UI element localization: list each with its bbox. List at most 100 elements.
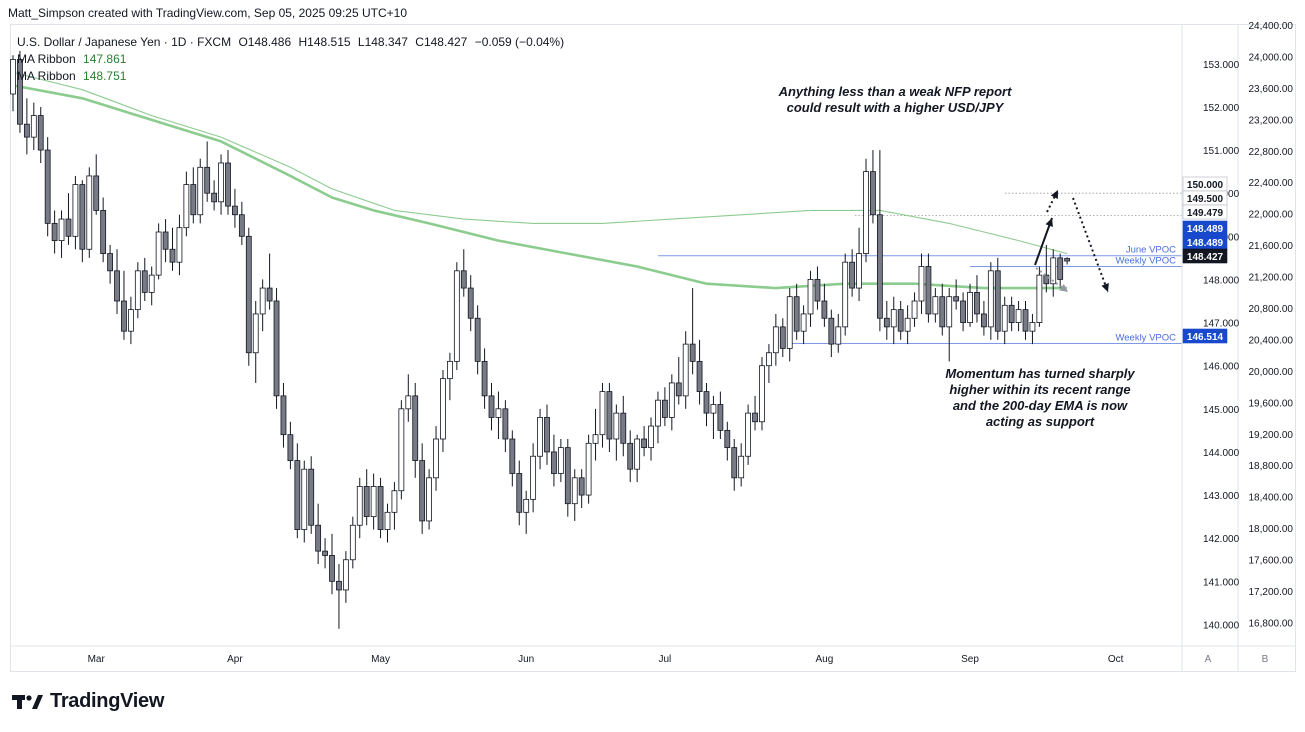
candle-body — [79, 184, 86, 250]
candle-body — [134, 270, 141, 311]
candle-body — [1064, 258, 1071, 262]
candle — [911, 292, 918, 327]
candle-body — [564, 447, 571, 505]
candle — [904, 305, 911, 345]
candle — [107, 244, 113, 284]
candle — [474, 305, 481, 375]
candle-body — [904, 317, 911, 332]
price-tag-level-text: 150.000 — [1187, 180, 1224, 191]
candle-body — [121, 300, 127, 332]
candle-body — [1050, 257, 1057, 285]
symbol-name[interactable]: U.S. Dollar / Japanese Yen · 1D · FXCM — [17, 35, 232, 49]
candle-body — [176, 227, 183, 263]
candle-body — [1015, 309, 1022, 323]
candle — [1050, 249, 1057, 297]
candle-body — [925, 266, 932, 315]
candle — [599, 382, 606, 448]
candle-body — [516, 473, 523, 513]
candle — [1022, 301, 1029, 340]
candle-body — [544, 417, 550, 453]
candle-body — [419, 460, 426, 522]
candle-body — [336, 580, 342, 591]
candle — [530, 443, 537, 513]
candle — [883, 301, 890, 340]
candle-body — [856, 253, 862, 289]
candle — [509, 430, 516, 487]
candle-body — [287, 434, 294, 461]
candle-body — [661, 399, 668, 418]
secondary-tick-label: 20,800.00 — [1249, 304, 1294, 315]
candle — [183, 171, 190, 237]
candle-body — [114, 270, 120, 302]
price-tick-label: 148.000 — [1203, 275, 1240, 286]
candle-body — [606, 391, 613, 440]
candle — [890, 296, 897, 345]
ohlc-low: L148.347 — [357, 35, 408, 49]
candle — [148, 266, 155, 306]
candle — [460, 249, 467, 297]
scale-b-button[interactable]: B — [1261, 654, 1269, 665]
legend-ma1-row[interactable]: MA Ribbon 147.861 — [17, 52, 130, 66]
vpoc-label: Weekly VPOC — [1115, 333, 1176, 344]
candle-body — [190, 184, 197, 216]
projection-arrows — [1034, 189, 1109, 293]
candle — [544, 404, 550, 465]
candle — [994, 257, 1001, 340]
candle-body — [433, 438, 439, 479]
candle-body — [890, 309, 897, 328]
candle — [1064, 257, 1071, 265]
candle-body — [342, 559, 349, 591]
candle-body — [218, 162, 224, 203]
candle-body — [273, 300, 280, 397]
candle — [641, 426, 647, 457]
arrow-up-dotted — [1046, 189, 1059, 213]
candle — [141, 257, 148, 301]
candle — [703, 382, 710, 427]
candle — [412, 382, 419, 478]
legend-ma2-row[interactable]: MA Ribbon 148.751 — [17, 69, 130, 83]
candle-body — [731, 447, 738, 479]
time-tick-label: May — [371, 654, 390, 665]
vpoc-label: June VPOC — [1126, 245, 1176, 256]
candle-body — [391, 490, 398, 513]
candle-body — [835, 326, 842, 345]
candle-body — [301, 468, 308, 530]
candle-body — [197, 166, 204, 216]
candle-body — [1022, 309, 1029, 332]
candle-body — [641, 438, 647, 449]
scale-a-button[interactable]: A — [1204, 654, 1212, 665]
candle — [377, 477, 384, 539]
candle — [37, 106, 44, 163]
candle-body — [842, 261, 849, 328]
candle-body — [523, 498, 530, 513]
candle-body — [183, 184, 190, 229]
candle — [294, 443, 301, 539]
candle — [273, 288, 280, 409]
candle-body — [821, 300, 828, 319]
candle-body — [786, 296, 793, 349]
price-tick-label: 142.000 — [1203, 534, 1240, 545]
candle-body — [37, 115, 44, 151]
secondary-tick-label: 18,400.00 — [1249, 493, 1294, 504]
candle — [17, 50, 23, 133]
candle — [953, 279, 960, 310]
candle — [308, 456, 315, 534]
candle-body — [30, 115, 37, 138]
candle — [1057, 253, 1064, 289]
candle-body — [883, 317, 890, 328]
annotation-momentum-line-4: acting as support — [985, 414, 1095, 429]
candle — [342, 551, 349, 603]
candle-body — [994, 270, 1001, 332]
candle — [349, 516, 356, 569]
candle-body — [349, 524, 356, 561]
candle — [835, 313, 842, 353]
candle — [696, 339, 703, 405]
candle-body — [599, 391, 606, 436]
candle-body — [412, 395, 419, 461]
candle-body — [238, 214, 245, 237]
secondary-tick-label: 17,600.00 — [1249, 556, 1294, 567]
candle-body — [467, 287, 474, 319]
candle — [121, 270, 127, 340]
price-tag-vpoc-text: 148.489 — [1187, 224, 1224, 235]
